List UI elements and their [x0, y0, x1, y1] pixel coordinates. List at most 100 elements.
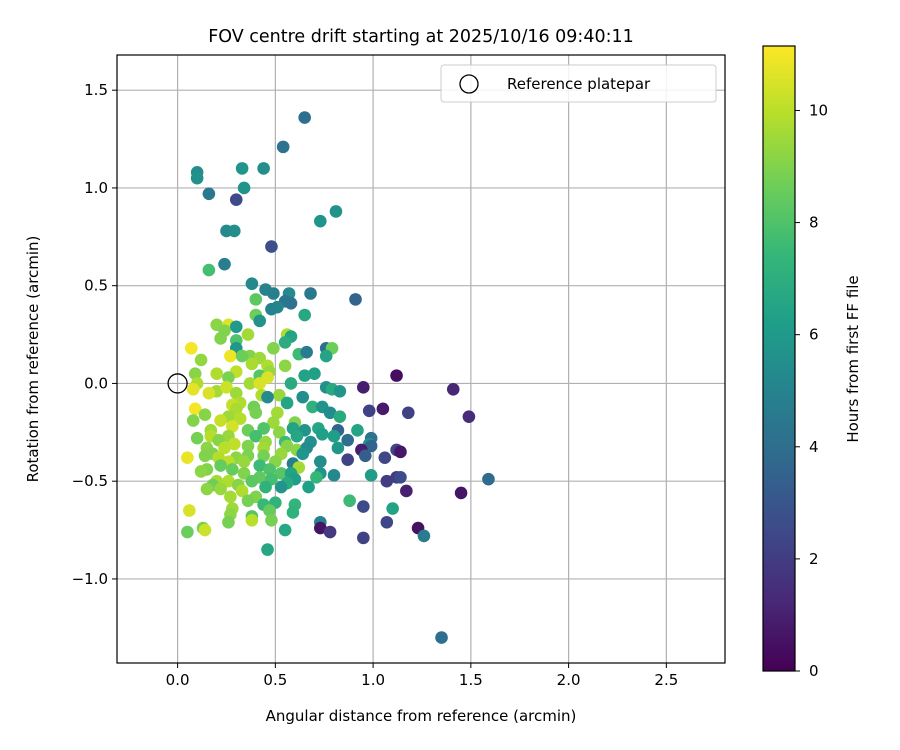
data-point [243, 377, 257, 390]
data-point [237, 467, 251, 480]
data-point [274, 480, 288, 494]
data-point [214, 482, 227, 496]
data-point [284, 377, 298, 390]
data-point [276, 140, 290, 154]
data-point [241, 439, 255, 453]
data-point [329, 205, 343, 218]
data-point [341, 453, 354, 466]
y-tick-label: 1.5 [84, 81, 108, 99]
data-point [380, 474, 394, 488]
data-point [280, 396, 294, 410]
data-point [278, 523, 292, 537]
data-point [462, 410, 476, 423]
data-point [263, 504, 276, 517]
data-point [241, 328, 255, 341]
colorbar-tick-label: 2 [809, 550, 819, 568]
data-point [351, 424, 364, 437]
data-point [290, 429, 304, 443]
y-axis-ticks: −1.0 −0.5 0.0 0.5 1.0 1.5 [72, 81, 117, 588]
data-point [188, 367, 202, 380]
data-point [286, 506, 300, 519]
colorbar-gradient [763, 46, 795, 671]
chart-title: FOV centre drift starting at 2025/10/16 … [208, 27, 634, 47]
data-point [235, 349, 249, 363]
y-tick-label: −0.5 [72, 472, 108, 490]
data-point [362, 404, 376, 418]
data-point [222, 515, 235, 529]
data-point [333, 410, 347, 423]
plot-frame [116, 54, 726, 664]
x-tick-label: 0.5 [263, 671, 287, 689]
scatter-points [167, 111, 495, 644]
data-point [315, 427, 329, 441]
data-point [222, 474, 235, 488]
legend-entry-reference: Reference platepar [507, 75, 651, 93]
data-point [274, 467, 288, 480]
data-point [482, 472, 495, 486]
data-point [181, 525, 194, 539]
data-point [183, 504, 196, 517]
data-point [224, 349, 237, 363]
data-point [214, 459, 227, 472]
data-point [229, 193, 243, 206]
data-point [394, 445, 407, 459]
data-point [253, 314, 267, 328]
data-point [198, 523, 212, 537]
data-point [245, 357, 259, 371]
data-point [296, 390, 310, 404]
data-point [323, 525, 337, 539]
legend-box [440, 64, 717, 103]
data-point [386, 502, 399, 515]
data-point [218, 441, 231, 455]
legend-marker-circle [459, 74, 479, 94]
data-point [349, 293, 362, 306]
colorbar-frame [762, 45, 796, 672]
data-point [261, 543, 274, 556]
data-point [306, 400, 319, 414]
data-point [417, 529, 431, 543]
data-point [245, 474, 259, 488]
data-point [218, 257, 231, 271]
data-point [259, 480, 272, 494]
data-point [265, 513, 278, 527]
data-point [357, 500, 370, 513]
data-point [319, 349, 333, 363]
data-point [237, 181, 251, 195]
data-point [327, 429, 341, 443]
colorbar-tick-label: 10 [809, 101, 828, 119]
data-point [454, 486, 468, 500]
data-point [190, 171, 204, 185]
data-point [272, 388, 286, 402]
data-point [390, 369, 403, 382]
x-tick-label: 0.0 [166, 671, 190, 689]
data-point [245, 513, 259, 527]
x-tick-label: 1.5 [459, 671, 483, 689]
data-point [278, 359, 292, 373]
colorbar-tick-label: 6 [809, 326, 819, 344]
data-point [224, 490, 237, 504]
data-point [198, 449, 212, 463]
data-point [323, 406, 337, 420]
data-point [257, 162, 270, 175]
y-tick-label: 1.0 [84, 179, 108, 197]
data-point [364, 469, 378, 482]
data-point [249, 293, 263, 306]
y-tick-label: 0.5 [84, 277, 108, 295]
data-point [194, 465, 208, 478]
x-axis-label: Angular distance from reference (arcmin) [266, 707, 577, 725]
colorbar-tick-label: 4 [809, 438, 819, 456]
data-point [229, 402, 243, 416]
colorbar: 0 2 4 6 8 10 Hours from first FF file [762, 45, 862, 680]
data-point [331, 441, 345, 455]
colorbar-ticks: 0 2 4 6 8 10 [795, 101, 828, 680]
data-point [241, 494, 255, 508]
data-point [364, 439, 378, 453]
data-point [314, 455, 327, 468]
data-point [220, 381, 233, 394]
y-axis-label: Rotation from reference (arcmin) [24, 236, 42, 483]
data-point [253, 377, 267, 390]
legend: Reference platepar [440, 64, 717, 103]
data-point [435, 631, 448, 644]
data-point [186, 414, 200, 427]
